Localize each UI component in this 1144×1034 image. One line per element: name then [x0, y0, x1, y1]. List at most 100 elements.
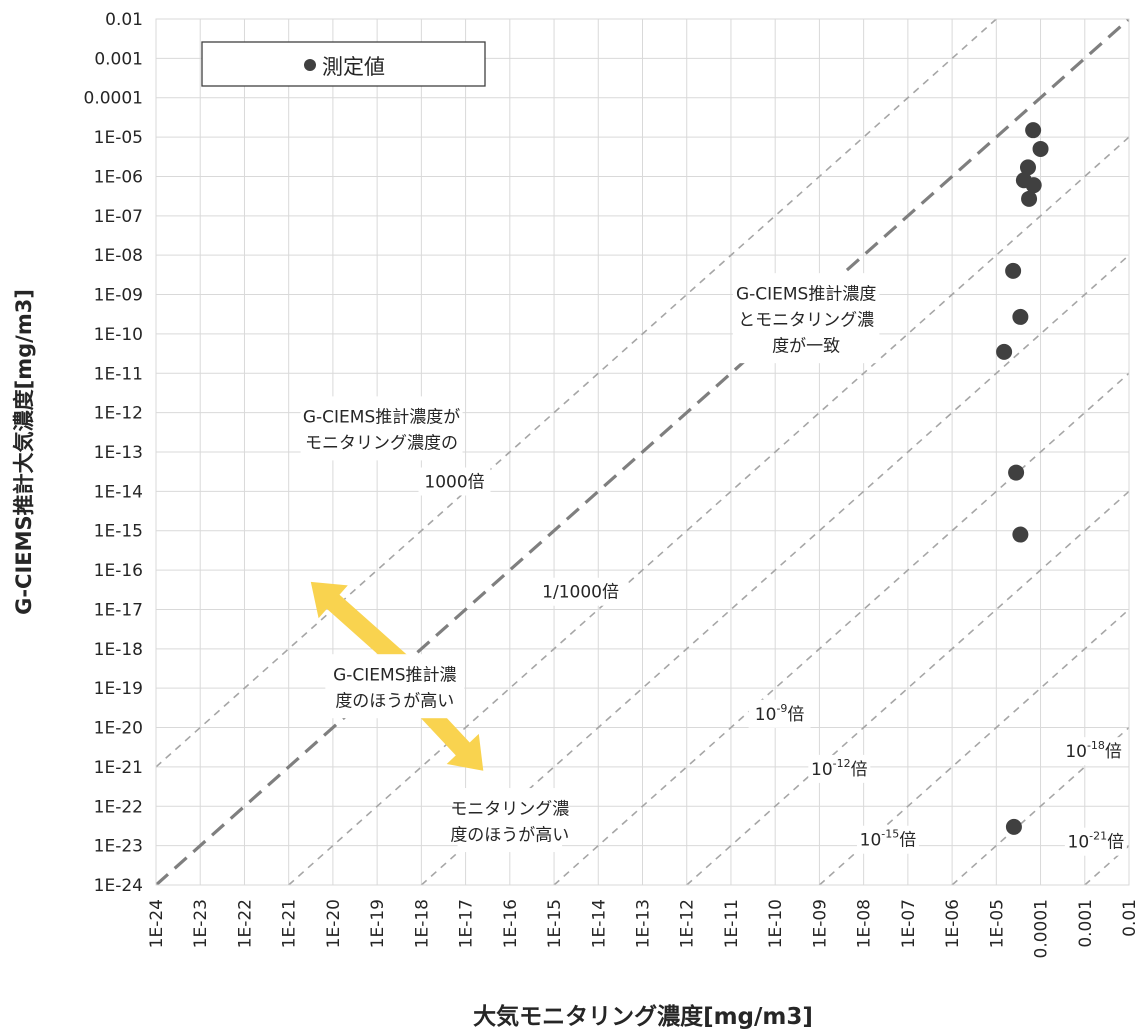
- x-tick-labels: 1E-24 1E-23 1E-22 1E-21 1E-20 1E-19 1E-18 1E-17…: [147, 899, 1140, 958]
- y-tick-label: 1E-24: [94, 876, 143, 896]
- y-tick-label: 1E-19: [94, 679, 143, 699]
- x-tick-label: 1E-21: [280, 899, 300, 948]
- ratio-label-background: [1064, 827, 1127, 856]
- ratio-label: 10-12倍: [808, 754, 871, 783]
- ratio-label-background: [856, 825, 919, 854]
- y-tick-label: 1E-15: [94, 522, 143, 542]
- label-line: G-CIEMS推計濃度が: [303, 408, 460, 428]
- label-line: 度のほうが高い: [335, 691, 454, 711]
- data-point: [1032, 140, 1049, 157]
- data-point: [1015, 172, 1032, 189]
- label-line: G-CIEMS推計濃: [333, 665, 456, 685]
- reference-lines: [156, 19, 1129, 885]
- ratio-label-background: [532, 577, 629, 606]
- label-background: [300, 396, 463, 461]
- x-tick-label: 1E-12: [678, 899, 698, 948]
- y-tick-label: 1E-11: [94, 364, 143, 384]
- data-point: [1005, 818, 1022, 835]
- y-tick-label: 1E-05: [94, 128, 143, 148]
- y-tick-label: 1E-14: [94, 482, 143, 502]
- y-axis-title: G-CIEMS推計大気濃度[mg/m3]: [12, 289, 36, 615]
- x-tick-label: 1E-22: [235, 899, 255, 948]
- ratio-label-text: 10-12倍: [811, 757, 868, 780]
- label-line: モニタリング濃: [450, 799, 569, 819]
- data-point: [996, 343, 1013, 360]
- label-background: [325, 654, 465, 719]
- label-line: とモニタリング濃: [738, 310, 874, 330]
- x-tick-label: 1E-11: [722, 899, 742, 948]
- y-tick-label: 1E-06: [94, 167, 143, 187]
- ratio-label-text: 10-21倍: [1068, 830, 1125, 853]
- reference-line: [156, 19, 997, 768]
- reference-line: [288, 136, 1129, 885]
- y-tick-label: 1E-09: [94, 286, 143, 306]
- reference-line: [1084, 845, 1129, 885]
- legend: 測定値: [201, 41, 486, 87]
- y-tick-label: 1E-17: [94, 600, 143, 620]
- label-background: [457, 788, 563, 853]
- y-tick-label: 1E-18: [94, 640, 143, 660]
- ratio-label-text: 10-15倍: [860, 828, 917, 851]
- x-tick-label: 1E-20: [324, 899, 344, 948]
- y-tick-label: 1E-07: [94, 207, 143, 227]
- data-point: [1012, 308, 1029, 325]
- x-tick-label: 1E-10: [766, 899, 786, 948]
- y-tick-label: 1E-22: [94, 797, 143, 817]
- ratio-label: 10-9倍: [748, 699, 811, 728]
- x-axis-title: 大気モニタリング濃度[mg/m3]: [473, 1003, 813, 1030]
- x-tick-label: 1E-06: [943, 899, 963, 948]
- ratio-label-background: [1062, 737, 1125, 766]
- x-tick-label: 1E-07: [899, 899, 919, 948]
- label-line: G-CIEMS推計濃度: [736, 284, 876, 304]
- data-points: [996, 122, 1049, 835]
- x-tick-label: 1E-05: [987, 899, 1007, 948]
- y-tick-label: 1E-08: [94, 246, 143, 266]
- y-tick-label: 0.01: [105, 10, 143, 30]
- x-tick-label: 0.01: [1120, 899, 1140, 937]
- x-tick-label: 1E-15: [545, 899, 565, 948]
- ratio-label-background: [808, 754, 871, 783]
- x-tick-label: 1E-19: [368, 899, 388, 948]
- x-tick-label: 1E-13: [634, 899, 654, 948]
- ratio-label: 1/1000倍: [532, 577, 629, 606]
- y-tick-label: 1E-16: [94, 561, 143, 581]
- reference-line: [156, 19, 1129, 885]
- data-point: [1012, 526, 1029, 543]
- ratio-label-text: 1000倍: [424, 473, 484, 493]
- x-tick-label: 1E-23: [191, 899, 211, 948]
- data-point: [1021, 190, 1038, 207]
- label-line: 度のほうが高い: [450, 825, 569, 845]
- reference-line: [553, 372, 1129, 885]
- ratio-label-text: 1/1000倍: [542, 583, 619, 603]
- ratio-label: 1000倍: [418, 467, 491, 496]
- ratio-label: 10-18倍: [1062, 737, 1125, 766]
- label-line: 度が一致: [772, 336, 840, 356]
- y-tick-label: 1E-10: [94, 325, 143, 345]
- y-tick-labels: 1E-24 1E-23 1E-22 1E-21 1E-20 1E-19 1E-18 1E-17…: [84, 10, 143, 896]
- label-line: モニタリング濃度の: [305, 434, 458, 454]
- x-tick-label: 1E-16: [501, 899, 521, 948]
- y-tick-label: 1E-12: [94, 404, 143, 424]
- x-tick-label: 1E-08: [855, 899, 875, 948]
- y-tick-label: 1E-21: [94, 758, 143, 778]
- ratio-label: 10-15倍: [856, 825, 919, 854]
- data-point: [1005, 262, 1022, 279]
- ratio-label-background: [748, 699, 811, 728]
- x-tick-label: 1E-14: [589, 899, 609, 948]
- ratio-label-text: 10-9倍: [755, 702, 805, 725]
- x-tick-label: 1E-18: [412, 899, 432, 948]
- legend-label: 測定値: [322, 55, 385, 79]
- ratio-label: 10-21倍: [1064, 827, 1127, 856]
- y-tick-label: 0.0001: [84, 89, 143, 109]
- x-tick-label: 1E-17: [457, 899, 477, 948]
- plot-frame: [155, 18, 1130, 886]
- x-tick-label: 0.001: [1076, 899, 1096, 948]
- y-tick-label: 1E-13: [94, 443, 143, 463]
- y-tick-label: 1E-20: [94, 719, 143, 739]
